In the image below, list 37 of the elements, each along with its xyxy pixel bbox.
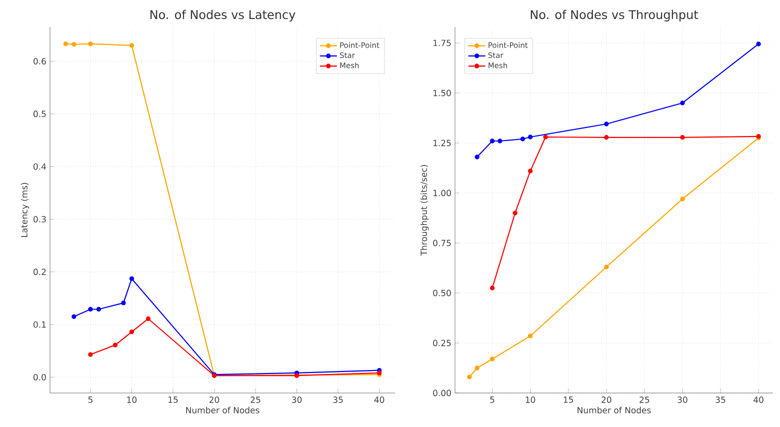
- x-tick-label: 10: [526, 396, 536, 403]
- y-tick-label: 0.5: [34, 110, 46, 118]
- x-tick-label: 25: [250, 396, 260, 403]
- x-tick-label: 35: [716, 396, 726, 403]
- x-tick-label: 30: [292, 396, 302, 403]
- y-tick-label: 0.3: [34, 216, 46, 222]
- x-tick-label: 10: [127, 396, 137, 403]
- x-tick-label: 5: [88, 396, 92, 403]
- y-tick-label: 0.0: [34, 374, 46, 380]
- y-tick-label: 1.25: [433, 140, 451, 146]
- x-tick-label: 20: [602, 396, 612, 403]
- x-tick-label: 35: [333, 396, 343, 403]
- y-tick-label: 0.4: [34, 163, 46, 170]
- y-tick-label: 0.1: [34, 321, 46, 328]
- y-axis-title: Throughput (bits/sec): [420, 165, 429, 256]
- y-tick-label: 0.00: [433, 390, 451, 396]
- y-tick-label: 0.6: [34, 58, 46, 64]
- x-tick-label: 25: [640, 396, 650, 403]
- y-tick-label: 1.50: [433, 90, 451, 96]
- x-tick-label: 20: [209, 396, 220, 403]
- y-tick-label: 0.25: [433, 340, 451, 346]
- y-tick-label: 1.00: [433, 190, 451, 196]
- y-tick-label: 0.50: [433, 290, 451, 296]
- y-tick-label: 1.75: [433, 40, 451, 46]
- chart-title: No. of Nodes vs Latency: [150, 10, 296, 22]
- x-tick-label: 15: [168, 396, 178, 403]
- y-tick-label: 0.75: [433, 240, 451, 246]
- x-tick-label: 40: [754, 396, 764, 403]
- x-tick-label: 40: [374, 396, 384, 403]
- x-axis-title: Number of Nodes: [186, 406, 260, 414]
- x-tick-label: 5: [490, 396, 494, 403]
- x-tick-label: 15: [564, 396, 574, 403]
- x-axis-title: Number of Nodes: [578, 406, 651, 414]
- y-tick-label: 0.2: [34, 268, 46, 276]
- x-tick-label: 30: [678, 396, 688, 403]
- chart-title: No. of Nodes vs Throughput: [530, 10, 698, 22]
- y-axis-title: Latency (ms): [20, 182, 30, 237]
